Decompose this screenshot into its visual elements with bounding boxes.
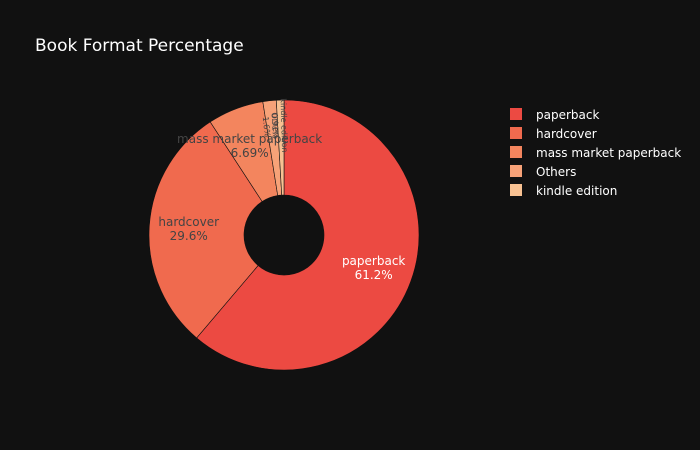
legend-swatch [510,127,522,139]
legend-label: Others [536,165,576,179]
legend-label: mass market paperback [536,146,681,160]
slice-label-mass-market-paperback: mass market paperback 6.69% [177,132,322,160]
slice-kindle-edition[interactable] [275,99,285,196]
legend: paperback hardcover mass market paperback O… [510,108,681,198]
legend-label: kindle edition [536,184,617,198]
legend-swatch [510,165,522,177]
legend-swatch [510,146,522,158]
legend-item-mass-market-paperback[interactable]: mass market paperback [510,146,681,160]
slice-paperback[interactable] [196,99,420,371]
legend-swatch [510,108,522,120]
legend-item-kindle-edition[interactable]: kindle edition [510,184,617,198]
legend-item-paperback[interactable]: paperback [510,108,599,122]
slice-label-kindle-edition: kindle edition0.91% [270,98,290,153]
legend-item-hardcover[interactable]: hardcover [510,127,597,141]
slice-hardcover[interactable] [148,121,263,339]
slice-label-others: Others1.6% [260,112,281,141]
legend-label: hardcover [536,127,597,141]
donut-slices [148,99,420,371]
legend-label: paperback [536,108,599,122]
slice-label-hardcover: hardcover 29.6% [158,215,219,243]
legend-swatch [510,184,522,196]
chart-title: Book Format Percentage [35,36,244,56]
slice-label-paperback: paperback 61.2% [342,254,405,282]
slice-labels: paperback 61.2% hardcover 29.6% mass market … [158,98,405,282]
legend-item-others[interactable]: Others [510,165,576,179]
